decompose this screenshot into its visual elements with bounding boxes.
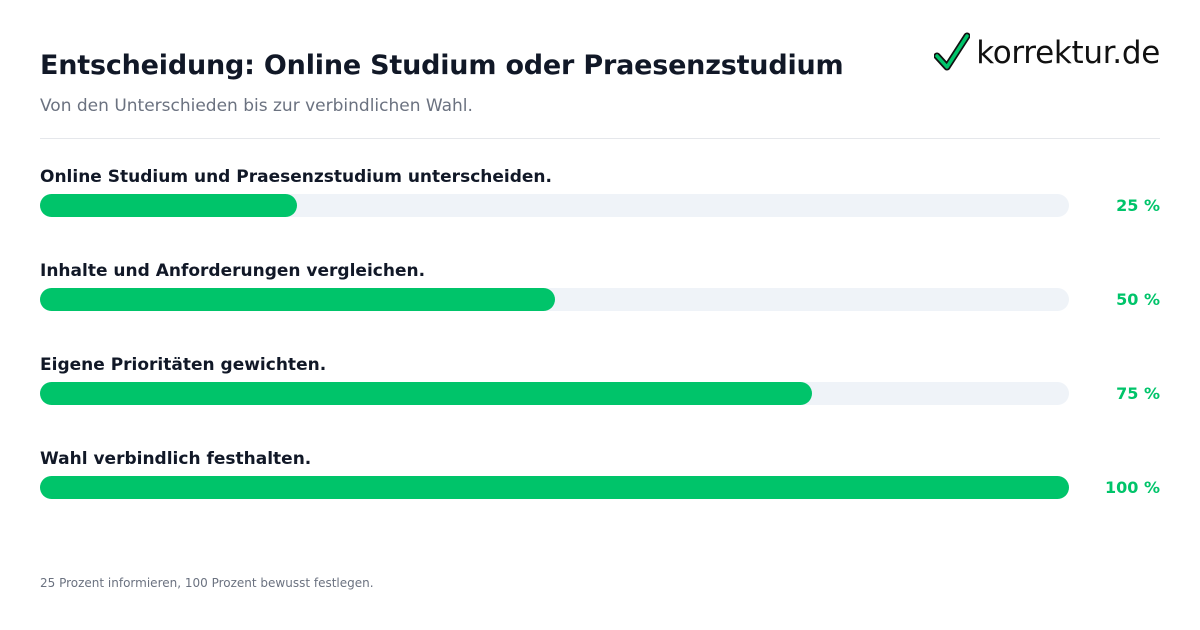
bar-value-label: 100 % (1105, 478, 1160, 497)
bar-label: Online Studium und Praesenzstudium unter… (40, 167, 552, 187)
page-title: Entscheidung: Online Studium oder Praese… (40, 50, 844, 81)
checkmark-icon (934, 32, 971, 71)
bar-fill (40, 476, 1069, 499)
page-subtitle: Von den Unterschieden bis zur verbindlic… (40, 96, 473, 116)
bar-fill (40, 194, 298, 217)
bar-value-label: 75 % (1116, 384, 1160, 403)
bar-label: Inhalte und Anforderungen vergleichen. (40, 261, 426, 281)
progress-chart: Online Studium und Praesenzstudium unter… (40, 0, 1160, 630)
brand-logo: korrektur.de (934, 28, 1160, 78)
bar-track (40, 194, 1069, 217)
bar-label: Wahl verbindlich festhalten. (40, 449, 312, 469)
logo-text: korrektur.de (976, 35, 1160, 71)
header-divider (40, 138, 1160, 139)
bar-track (40, 382, 1069, 405)
bar-track (40, 476, 1069, 499)
footnote: 25 Prozent informieren, 100 Prozent bewu… (40, 576, 374, 590)
bar-track (40, 288, 1069, 311)
bar-fill (40, 288, 555, 311)
bar-fill (40, 382, 812, 405)
bar-label: Eigene Prioritäten gewichten. (40, 355, 327, 375)
bar-value-label: 25 % (1116, 196, 1160, 215)
bar-value-label: 50 % (1116, 290, 1160, 309)
